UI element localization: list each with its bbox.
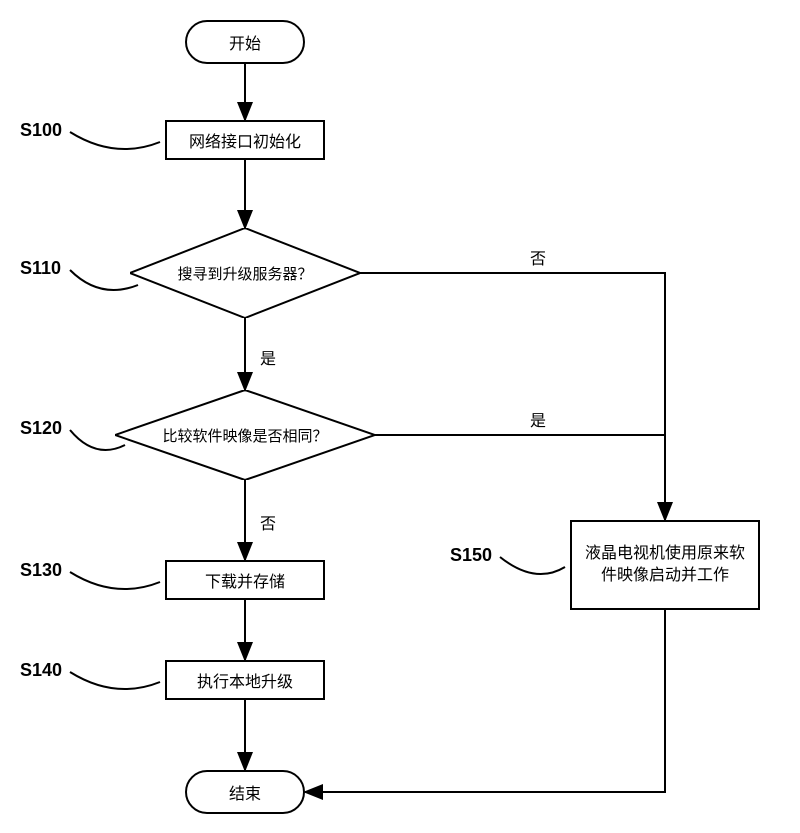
node-s130: 下载并存储 bbox=[165, 560, 325, 600]
node-end: 结束 bbox=[185, 770, 305, 814]
step-label-s100: S100 bbox=[20, 120, 62, 141]
node-start-label: 开始 bbox=[229, 30, 261, 54]
callout-s110 bbox=[70, 270, 138, 290]
step-label-s150: S150 bbox=[450, 545, 492, 566]
node-s130-label: 下载并存储 bbox=[205, 568, 285, 592]
node-start: 开始 bbox=[185, 20, 305, 64]
node-s100-label: 网络接口初始化 bbox=[189, 128, 301, 152]
edge-s150-end bbox=[305, 610, 665, 792]
callout-s150 bbox=[500, 557, 565, 574]
node-s150-label: 液晶电视机使用原来软件映像启动并工作 bbox=[578, 543, 752, 588]
node-s120: 比较软件映像是否相同？ bbox=[115, 390, 375, 480]
node-s140: 执行本地升级 bbox=[165, 660, 325, 700]
step-label-s120: S120 bbox=[20, 418, 62, 439]
node-end-label: 结束 bbox=[229, 780, 261, 804]
callout-s100 bbox=[70, 132, 160, 149]
edge-label-s110-no: 否 bbox=[530, 245, 546, 269]
step-label-s110: S110 bbox=[20, 258, 61, 279]
node-s100: 网络接口初始化 bbox=[165, 120, 325, 160]
edge-label-s110-yes: 是 bbox=[260, 345, 276, 369]
callout-s130 bbox=[70, 572, 160, 589]
node-s140-label: 执行本地升级 bbox=[197, 668, 293, 692]
node-s150: 液晶电视机使用原来软件映像启动并工作 bbox=[570, 520, 760, 610]
edge-s110-no bbox=[360, 273, 665, 520]
node-s120-label: 比较软件映像是否相同？ bbox=[162, 425, 327, 446]
callout-s140 bbox=[70, 672, 160, 689]
edge-label-s120-yes: 是 bbox=[530, 407, 546, 431]
step-label-s140: S140 bbox=[20, 660, 62, 681]
node-s110-label: 搜寻到升级服务器？ bbox=[177, 263, 312, 284]
node-s110: 搜寻到升级服务器？ bbox=[130, 228, 360, 318]
edge-label-s120-no: 否 bbox=[260, 510, 276, 534]
step-label-s130: S130 bbox=[20, 560, 62, 581]
flowchart-canvas: 开始 网络接口初始化 搜寻到升级服务器？ 比较软件映像是否相同？ 下载并存储 执… bbox=[0, 0, 800, 833]
